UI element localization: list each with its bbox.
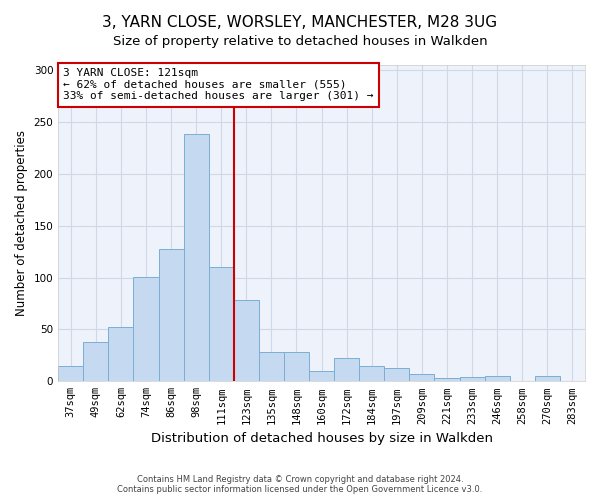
Text: Size of property relative to detached houses in Walkden: Size of property relative to detached ho… — [113, 35, 487, 48]
Bar — [409, 374, 434, 382]
Text: 3 YARN CLOSE: 121sqm
← 62% of detached houses are smaller (555)
33% of semi-deta: 3 YARN CLOSE: 121sqm ← 62% of detached h… — [64, 68, 374, 102]
Bar — [309, 371, 334, 382]
Bar — [58, 366, 83, 382]
Bar — [359, 366, 385, 382]
Text: Contains HM Land Registry data © Crown copyright and database right 2024.
Contai: Contains HM Land Registry data © Crown c… — [118, 475, 482, 494]
Bar — [184, 134, 209, 382]
Bar — [259, 352, 284, 382]
Bar — [284, 352, 309, 382]
X-axis label: Distribution of detached houses by size in Walkden: Distribution of detached houses by size … — [151, 432, 493, 445]
Bar — [485, 376, 510, 382]
Bar — [535, 376, 560, 382]
Bar — [460, 377, 485, 382]
Bar — [158, 248, 184, 382]
Bar — [209, 267, 234, 382]
Text: 3, YARN CLOSE, WORSLEY, MANCHESTER, M28 3UG: 3, YARN CLOSE, WORSLEY, MANCHESTER, M28 … — [103, 15, 497, 30]
Bar — [434, 378, 460, 382]
Y-axis label: Number of detached properties: Number of detached properties — [15, 130, 28, 316]
Bar — [385, 368, 409, 382]
Bar — [334, 358, 359, 382]
Bar — [234, 300, 259, 382]
Bar — [83, 342, 109, 382]
Bar — [133, 276, 158, 382]
Bar — [109, 328, 133, 382]
